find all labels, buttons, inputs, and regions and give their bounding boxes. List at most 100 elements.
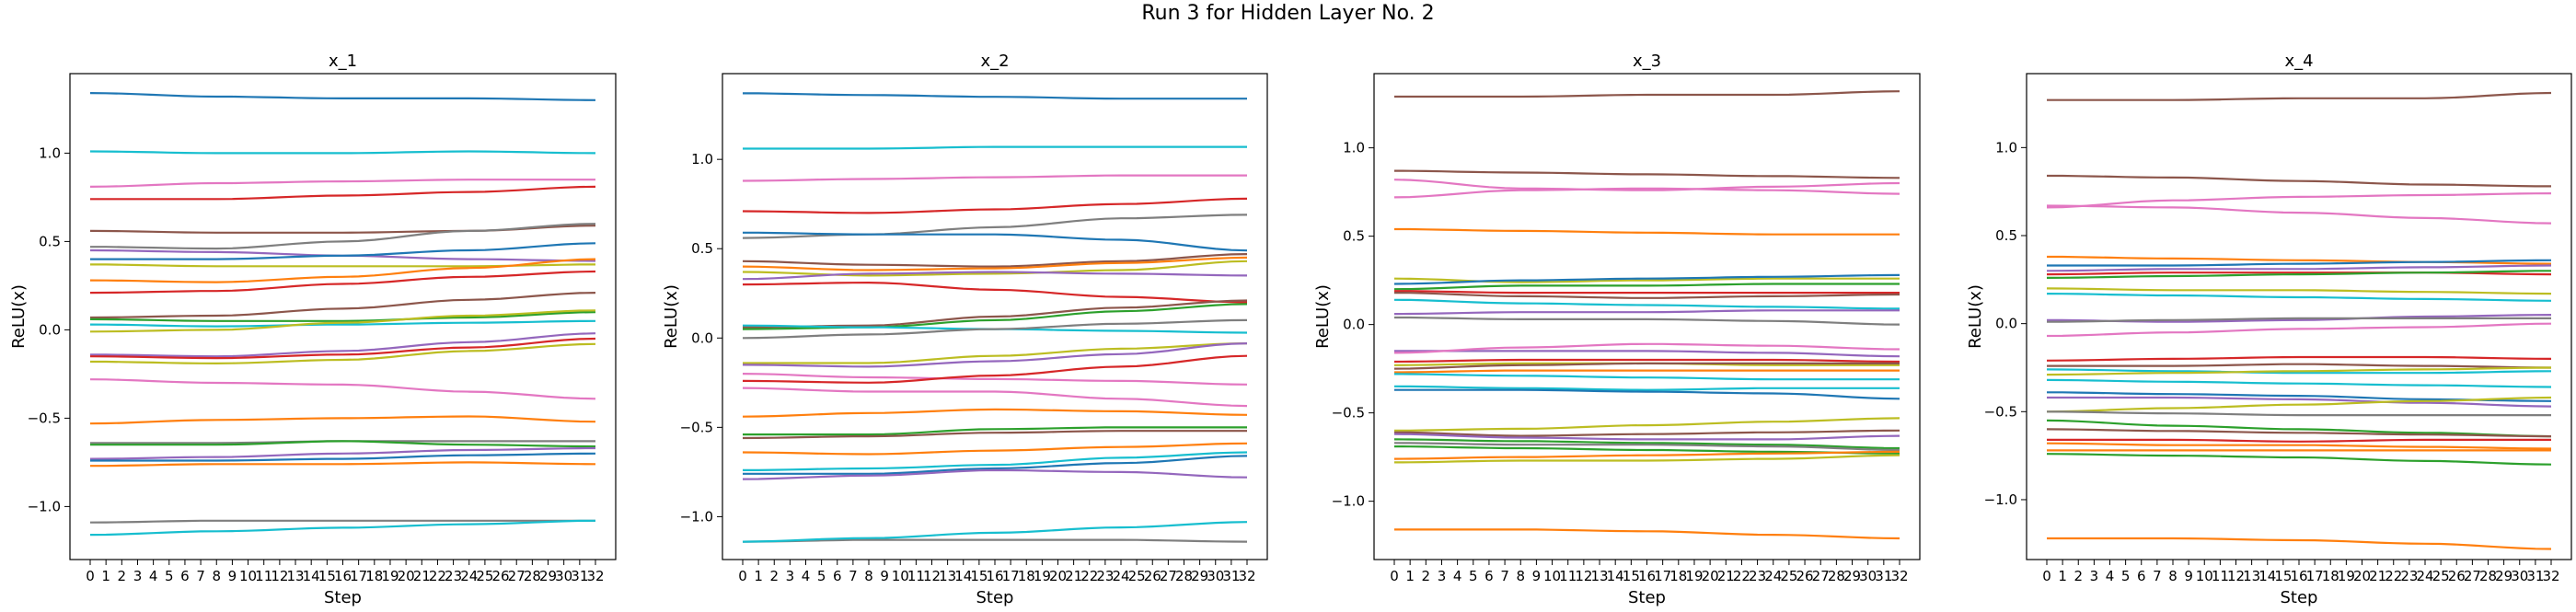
y-tick-label: 0.5 xyxy=(1995,227,2017,244)
subplot-title: x_3 xyxy=(1633,52,1661,71)
series-line-15 xyxy=(1393,342,1900,354)
series-line-11 xyxy=(1393,298,1900,310)
x-tick-label: 31 xyxy=(571,568,588,584)
x-tick-label: 4 xyxy=(2106,568,2115,584)
series-line-3 xyxy=(1393,179,1900,191)
series-line-1 xyxy=(2047,91,2552,101)
y-tick-label: 0.0 xyxy=(39,321,61,338)
series-line-3 xyxy=(742,174,1247,182)
x-tick-label: 26 xyxy=(2448,568,2466,584)
x-tick-label: 21 xyxy=(1065,568,1082,584)
series-line-20 xyxy=(742,387,1248,408)
x-tick-label: 14 xyxy=(1607,568,1624,584)
series-line-23 xyxy=(742,430,1247,440)
x-tick-label: 14 xyxy=(303,568,320,584)
figure-title: Run 3 for Hidden Layer No. 2 xyxy=(1141,2,1435,25)
series-line-7 xyxy=(2046,264,2552,272)
y-tick-label: 1.0 xyxy=(1995,139,2017,156)
x-tick-label: 2 xyxy=(769,568,779,584)
series-line-18 xyxy=(90,342,596,364)
series-line-10 xyxy=(742,271,1248,281)
x-tick-label: 29 xyxy=(1843,568,1861,584)
series-line-4 xyxy=(1393,187,1900,199)
x-tick-label: 1 xyxy=(101,568,110,584)
series-line-2 xyxy=(89,150,596,155)
series-line-17 xyxy=(89,337,596,360)
series-line-29 xyxy=(2046,453,2552,466)
x-tick-label: 12 xyxy=(1575,568,1592,584)
x-tick-label: 27 xyxy=(508,568,526,584)
series-line-25 xyxy=(743,451,1248,471)
x-tick-label: 3 xyxy=(786,568,795,584)
series-line-5 xyxy=(1394,227,1900,236)
series-line-13 xyxy=(89,311,596,322)
x-tick-label: 20 xyxy=(1702,568,1719,584)
subplot-title: x_2 xyxy=(980,52,1009,71)
series-line-4 xyxy=(90,185,596,201)
series-line-13 xyxy=(2047,317,2551,323)
x-tick-label: 23 xyxy=(1749,568,1766,584)
x-axis-label: Step xyxy=(1628,588,1666,607)
y-tick-label: −0.5 xyxy=(680,419,713,435)
x-tick-label: 0 xyxy=(2042,568,2051,584)
x-tick-label: 22 xyxy=(1733,568,1750,584)
series-line-7 xyxy=(1393,273,1900,285)
x-tick-label: 5 xyxy=(2121,568,2131,584)
x-tick-label: 9 xyxy=(1532,568,1542,584)
series-line-12 xyxy=(89,292,596,319)
series-line-17 xyxy=(2046,368,2552,375)
x-tick-label: 0 xyxy=(738,568,747,584)
series-line-11 xyxy=(2046,293,2552,302)
x-tick-label: 13 xyxy=(2243,568,2260,584)
x-tick-label: 4 xyxy=(149,568,158,584)
x-tick-label: 20 xyxy=(1049,568,1067,584)
x-tick-label: 5 xyxy=(817,568,826,584)
series-line-21 xyxy=(2047,396,2552,408)
x-tick-label: 8 xyxy=(864,568,873,584)
x-tick-label: 24 xyxy=(460,568,478,584)
x-tick-label: 0 xyxy=(86,568,95,584)
x-tick-label: 10 xyxy=(1543,568,1561,584)
x-tick-label: 4 xyxy=(802,568,811,584)
x-tick-label: 12 xyxy=(923,568,941,584)
subplot-x_3: 0 1 2 3 4 5 6 7 8 9 101112131415161718192021222324… xyxy=(1313,52,1921,607)
series-line-15 xyxy=(742,318,1248,340)
series-line-4 xyxy=(2046,204,2552,225)
series-line-26 xyxy=(743,455,1248,475)
series-line-26 xyxy=(89,519,595,524)
series-line-18 xyxy=(742,373,1248,386)
series-line-3 xyxy=(89,179,595,188)
x-tick-label: 32 xyxy=(1238,568,1255,584)
x-tick-label: 12 xyxy=(2227,568,2245,584)
x-tick-label: 24 xyxy=(2416,568,2433,584)
x-tick-label: 17 xyxy=(1002,568,1020,584)
x-tick-label: 16 xyxy=(1638,568,1656,584)
x-tick-label: 3 xyxy=(2090,568,2099,584)
x-tick-label: 25 xyxy=(1780,568,1797,584)
x-tick-label: 15 xyxy=(970,568,988,584)
x-tick-label: 17 xyxy=(1654,568,1671,584)
x-tick-label: 21 xyxy=(413,568,431,584)
x-tick-label: 9 xyxy=(2184,568,2193,584)
x-tick-label: 1 xyxy=(1405,568,1415,584)
series-line-5 xyxy=(742,214,1248,239)
y-tick-label: −0.5 xyxy=(1984,403,2017,420)
x-tick-label: 28 xyxy=(524,568,541,584)
x-tick-label: 17 xyxy=(2306,568,2324,584)
x-tick-label: 30 xyxy=(1207,568,1224,584)
x-tick-label: 9 xyxy=(228,568,237,584)
series-line-22 xyxy=(1394,388,1900,400)
series-line-20 xyxy=(1393,373,1900,381)
x-tick-label: 18 xyxy=(365,568,383,584)
x-tick-label: 2 xyxy=(1422,568,1431,584)
x-tick-label: 19 xyxy=(381,568,399,584)
x-tick-label: 5 xyxy=(165,568,174,584)
series-line-27 xyxy=(2046,442,2552,450)
subplot-title: x_1 xyxy=(329,52,357,71)
x-tick-label: 2 xyxy=(2074,568,2083,584)
series-line-8 xyxy=(742,256,1248,271)
series-line-25 xyxy=(2046,428,2552,438)
series-line-24 xyxy=(2046,419,2552,438)
x-tick-label: 32 xyxy=(2542,568,2559,584)
